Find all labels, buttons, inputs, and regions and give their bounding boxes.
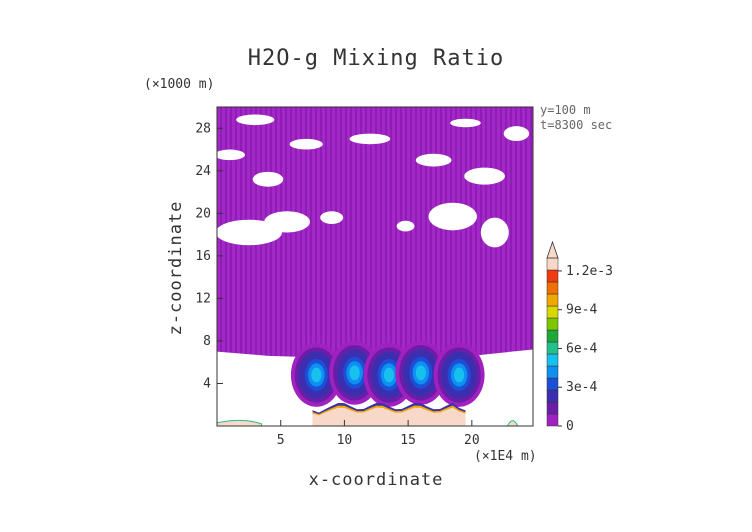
colorbar-swatch [546, 401, 559, 415]
chart-title: H2O-g Mixing Ratio [247, 46, 505, 71]
moist-core-5 [454, 367, 465, 383]
run-info: y=100 m t=8300 sec [540, 103, 612, 133]
heatmap-field [217, 107, 533, 426]
dry-gap [428, 202, 477, 231]
dry-gap [236, 114, 275, 126]
moist-core-2 [349, 365, 360, 381]
y-tick-label: 8 [203, 334, 211, 349]
dry-gap [464, 167, 505, 185]
colorbar-swatch [546, 413, 559, 427]
y-tick-label: 16 [195, 249, 211, 264]
x-axis-label: x-coordinate [308, 470, 444, 490]
dry-gap [396, 220, 415, 232]
axis-ticks: 5 10 15 20 4 8 12 16 20 24 28 [195, 121, 479, 448]
dry-gap [503, 126, 530, 142]
colorbar-swatch [546, 365, 559, 379]
y-position-annotation: y=100 m [540, 103, 591, 117]
y-tick-label: 20 [195, 206, 211, 221]
moist-core-1 [311, 367, 322, 383]
dry-gap [349, 133, 391, 145]
y-tick-label: 28 [195, 121, 211, 136]
colorbar-extend-arrow [546, 240, 559, 259]
moist-core-3 [383, 367, 395, 383]
colorbar-tick-label: 6e-4 [566, 341, 597, 356]
colorbar-swatch [546, 281, 559, 295]
upper-moist-layer [217, 107, 533, 360]
x-scale-note: (×1E4 m) [474, 449, 537, 464]
dry-gap [320, 211, 344, 224]
colorbar-tick-label: 0 [566, 419, 574, 434]
x-tick-label: 5 [277, 433, 285, 448]
surface-band-right [506, 420, 519, 426]
y-tick-label: 24 [195, 164, 211, 179]
colorbar-swatch [546, 293, 559, 307]
plot-frame [216, 106, 534, 427]
dry-gap [217, 149, 246, 161]
colorbar-tick-label: 1.2e-3 [566, 264, 613, 279]
x-tick-label: 20 [464, 433, 480, 448]
dry-gap [480, 217, 509, 248]
dry-gap [289, 138, 323, 150]
dry-gap [252, 171, 284, 187]
colorbar-swatch [546, 329, 559, 343]
colorbar-tick-label: 9e-4 [566, 303, 597, 318]
x-tick-label: 15 [400, 433, 416, 448]
colorbar-swatch [546, 317, 559, 331]
moist-core-4 [415, 365, 426, 381]
dry-gap [217, 219, 282, 246]
x-tick-label: 10 [337, 433, 353, 448]
colorbar-swatch [546, 269, 559, 283]
colorbar: 0 3e-4 6e-4 9e-4 1.2e-3 [546, 240, 613, 434]
dry-gap [264, 211, 311, 233]
colorbar-swatch [546, 389, 559, 403]
y-tick-label: 12 [195, 291, 211, 306]
colorbar-tick-label: 3e-4 [566, 380, 597, 395]
surface-high-band [312, 407, 466, 426]
time-annotation: t=8300 sec [540, 118, 613, 132]
dry-gap [415, 153, 452, 167]
z-scale-note: (×1000 m) [144, 77, 215, 92]
colorbar-swatch [546, 377, 559, 391]
surface-band-left [217, 419, 263, 426]
y-tick-label: 4 [203, 376, 211, 391]
colorbar-swatch [546, 305, 559, 319]
colorbar-swatch [546, 341, 559, 355]
colorbar-swatch [546, 257, 559, 271]
colorbar-swatch [546, 353, 559, 367]
dry-gap [450, 118, 481, 128]
